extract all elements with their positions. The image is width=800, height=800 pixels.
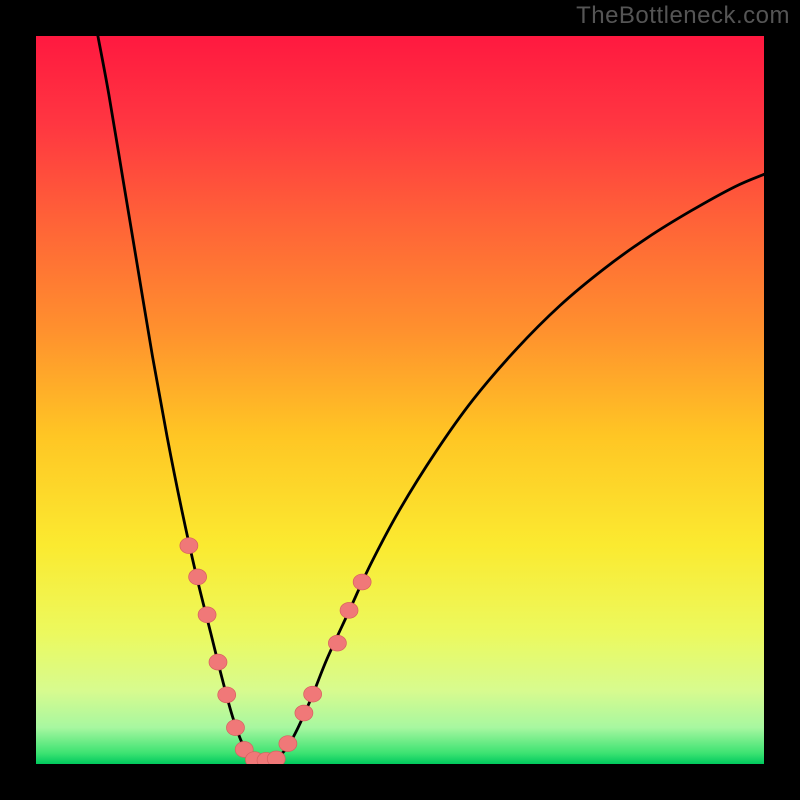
data-point <box>295 705 313 721</box>
data-point <box>226 720 244 736</box>
data-point <box>328 635 346 651</box>
data-point <box>180 538 198 554</box>
data-point <box>340 602 358 618</box>
data-point <box>198 607 216 623</box>
data-point <box>209 654 227 670</box>
plot-background <box>36 36 764 764</box>
chart-svg <box>0 0 800 800</box>
data-point <box>353 574 371 590</box>
watermark-text: TheBottleneck.com <box>576 2 790 30</box>
data-point <box>218 687 236 703</box>
figure-root: TheBottleneck.com <box>0 0 800 800</box>
data-point <box>189 569 207 585</box>
data-point <box>304 686 322 702</box>
data-point <box>279 736 297 752</box>
